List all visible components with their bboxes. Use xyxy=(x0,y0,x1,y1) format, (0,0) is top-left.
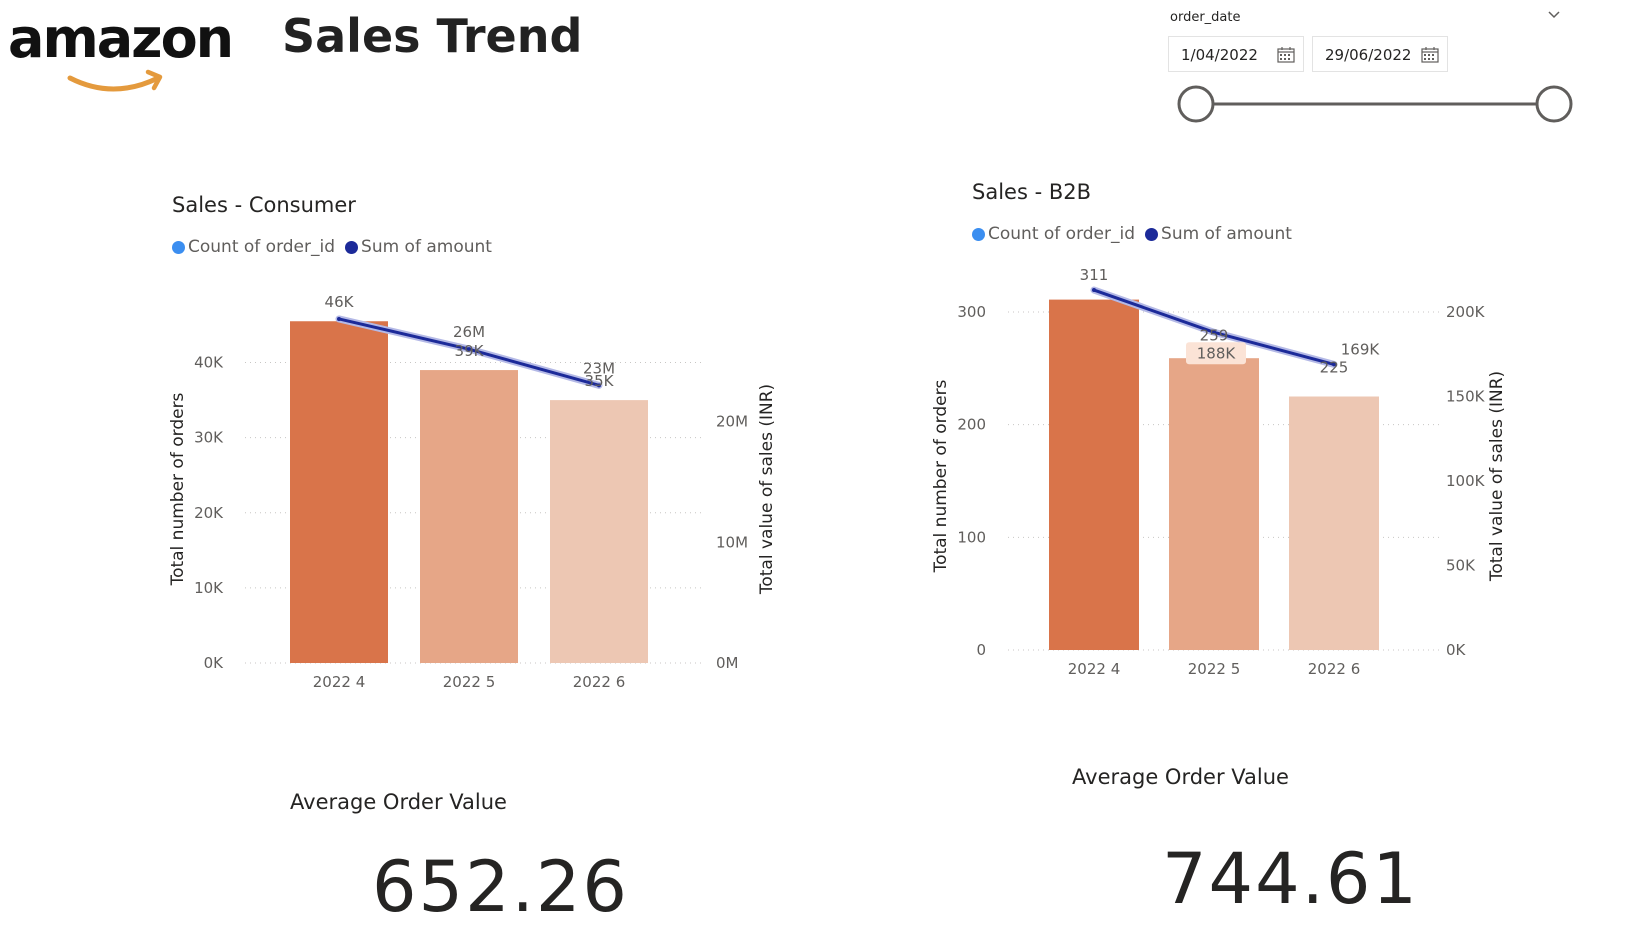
legend-label: Sum of amount xyxy=(361,237,492,257)
legend-item-count[interactable]: Count of order_id xyxy=(972,224,1135,244)
b2b-chart-plot: 0 100 200 300 0K 50K 100K 150K 200K Total number … xyxy=(931,266,1507,678)
line-point xyxy=(1092,288,1096,293)
start-date-input[interactable]: 1/04/2022 xyxy=(1168,36,1304,72)
chart-legend: Count of order_id Sum of amount xyxy=(972,224,1302,244)
bar-data-label: 311 xyxy=(1080,266,1109,284)
start-date-value: 1/04/2022 xyxy=(1181,46,1258,64)
bar xyxy=(1049,299,1139,650)
chart-title: Sales - B2B xyxy=(972,180,1091,204)
y-axis-title: Total number of orders xyxy=(168,392,188,586)
consumer-sales-chart: Sales - Consumer Count of order_id Sum o… xyxy=(160,185,820,725)
date-range-slider[interactable] xyxy=(1168,82,1578,126)
y2-tick-label: 150K xyxy=(1446,388,1486,406)
y2-tick-label: 200K xyxy=(1446,303,1486,321)
b2b-kpi-value: 744.61 xyxy=(1162,838,1419,920)
line-data-label: 188K xyxy=(1197,344,1237,362)
bar-data-label: 259 xyxy=(1200,326,1229,344)
consumer-chart-plot: 0K 10K 20K 30K 40K 0M 10M 20M Total number of or… xyxy=(168,293,777,691)
chart-title: Sales - Consumer xyxy=(172,193,356,217)
x-tick-label: 2022 6 xyxy=(573,673,626,691)
bar-data-label: 35K xyxy=(585,372,615,390)
line-point xyxy=(597,383,601,388)
y-tick-label: 30K xyxy=(194,429,224,447)
y2-axis-title: Total value of sales (INR) xyxy=(1487,371,1507,582)
legend-dot-icon xyxy=(172,240,185,254)
legend-label: Count of order_id xyxy=(988,224,1136,244)
y-tick-label: 300 xyxy=(957,303,986,321)
y-axis-title: Total number of orders xyxy=(931,379,951,573)
legend-dot-icon xyxy=(1145,227,1159,241)
bar-data-label: 225 xyxy=(1320,358,1349,376)
y-tick-label: 10K xyxy=(194,579,224,597)
x-tick-label: 2022 5 xyxy=(1188,660,1241,678)
slicer-label: order_date xyxy=(1170,10,1241,25)
legend-item-count[interactable]: Count of order_id xyxy=(172,237,335,257)
line-data-label: 169K xyxy=(1341,340,1381,358)
y-tick-label: 200 xyxy=(957,416,986,434)
bar xyxy=(550,400,648,663)
y2-tick-label: 50K xyxy=(1446,557,1476,575)
y2-tick-label: 100K xyxy=(1446,472,1486,490)
y-tick-label: 0K xyxy=(204,654,225,672)
b2b-sales-chart: Sales - B2B Count of order_id Sum of amo… xyxy=(931,172,1600,712)
consumer-kpi-value: 652.26 xyxy=(372,846,629,928)
bar-data-label: 46K xyxy=(325,293,355,311)
amazon-smile-arrow-icon xyxy=(67,69,163,92)
calendar-icon[interactable] xyxy=(1277,47,1295,63)
legend-label: Count of order_id xyxy=(188,237,336,257)
legend-item-amount[interactable]: Sum of amount xyxy=(1145,224,1292,244)
legend-item-amount[interactable]: Sum of amount xyxy=(345,237,492,257)
line-point xyxy=(467,347,471,352)
x-tick-label: 2022 5 xyxy=(443,673,496,691)
bar xyxy=(290,321,388,663)
slider-end-handle[interactable] xyxy=(1535,85,1573,123)
y-tick-label: 100 xyxy=(957,528,986,546)
end-date-value: 29/06/2022 xyxy=(1325,46,1412,64)
y2-axis-title: Total value of sales (INR) xyxy=(757,384,777,595)
line-point xyxy=(1212,330,1216,335)
y-tick-label: 0 xyxy=(976,641,986,659)
x-tick-label: 2022 4 xyxy=(1068,660,1121,678)
y2-tick-label: 0M xyxy=(716,654,739,672)
amazon-logo: amazon xyxy=(8,7,234,94)
data-label-background xyxy=(1186,342,1246,365)
legend-dot-icon xyxy=(345,240,359,254)
chart-legend: Count of order_id Sum of amount xyxy=(172,237,502,257)
line-data-label: 23M xyxy=(583,359,615,377)
y2-tick-label: 20M xyxy=(716,413,748,431)
line-point xyxy=(1332,362,1336,367)
x-tick-label: 2022 4 xyxy=(313,673,366,691)
y-tick-label: 40K xyxy=(194,354,224,372)
consumer-kpi-label: Average Order Value xyxy=(290,790,507,814)
chevron-down-icon[interactable] xyxy=(1546,6,1562,22)
x-tick-label: 2022 6 xyxy=(1308,660,1361,678)
y2-tick-label: 10M xyxy=(716,533,748,551)
logo-wordmark: amazon xyxy=(8,7,234,70)
line-data-label: 26M xyxy=(453,323,485,341)
bar-data-label: 39K xyxy=(455,342,485,360)
bar xyxy=(420,370,518,663)
y-tick-label: 20K xyxy=(194,504,224,522)
bar xyxy=(1169,358,1259,650)
page-title: Sales Trend xyxy=(282,9,583,63)
slider-start-handle[interactable] xyxy=(1177,85,1215,123)
line-point xyxy=(337,316,341,321)
y2-tick-label: 0K xyxy=(1446,641,1467,659)
bar xyxy=(1289,396,1379,650)
calendar-icon[interactable] xyxy=(1421,47,1439,63)
b2b-kpi-label: Average Order Value xyxy=(1072,765,1289,789)
end-date-input[interactable]: 29/06/2022 xyxy=(1312,36,1448,72)
legend-dot-icon xyxy=(972,227,985,241)
order-date-slicer: order_date 1/04/2022 29/06/2022 xyxy=(1168,6,1578,126)
legend-label: Sum of amount xyxy=(1161,224,1292,244)
